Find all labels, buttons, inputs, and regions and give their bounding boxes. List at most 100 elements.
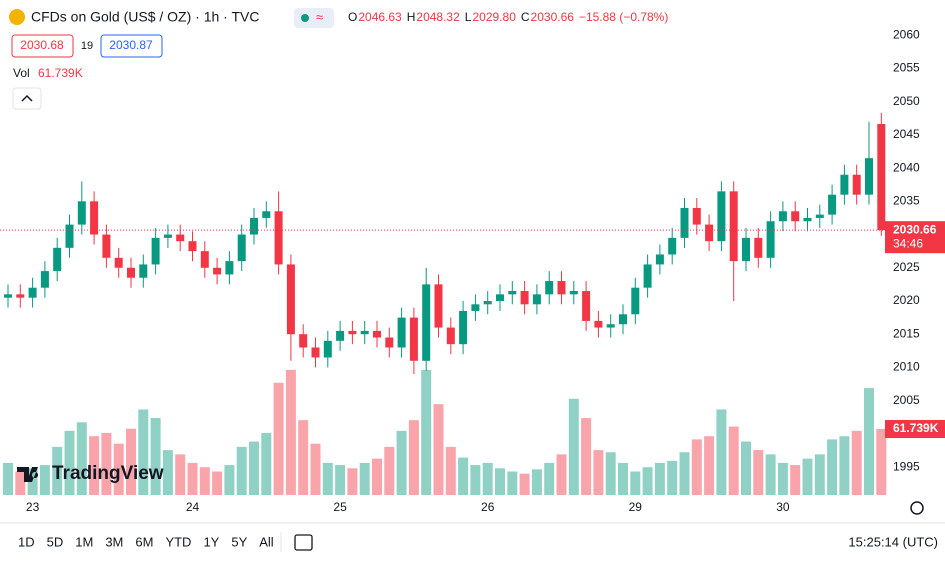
range-button[interactable]: All — [259, 534, 274, 549]
range-button[interactable]: 1Y — [203, 534, 219, 549]
volume-bar — [568, 398, 579, 495]
candle-body — [754, 237, 763, 258]
ask-box[interactable] — [100, 34, 163, 58]
candle-body — [409, 317, 418, 361]
volume-bar — [741, 441, 751, 495]
y-tick-label: 2035 — [893, 193, 920, 207]
volume-bar — [335, 465, 346, 495]
settings-icon[interactable] — [910, 501, 924, 515]
range-button[interactable]: 5Y — [231, 534, 247, 549]
candle-body — [373, 330, 381, 338]
volume-bar — [396, 430, 407, 495]
candle-body — [594, 320, 603, 328]
candle-body — [766, 221, 775, 258]
y-tick-label: 2050 — [893, 94, 920, 108]
candle-body — [200, 251, 209, 268]
volume-bar — [679, 452, 690, 495]
candle-body — [53, 247, 62, 272]
volume-bar — [101, 432, 112, 495]
volume-bar — [458, 457, 469, 495]
volume-bar — [126, 428, 136, 495]
y-tick-label: 2055 — [893, 61, 920, 75]
clock: 15:25:14 (UTC) — [848, 534, 938, 549]
volume-bar — [556, 454, 567, 495]
range-button[interactable]: 1D — [18, 534, 35, 549]
candle-body — [225, 261, 234, 275]
candle-body — [446, 327, 455, 345]
calendar-icon[interactable] — [294, 534, 313, 551]
volume-bar — [519, 473, 530, 495]
y-tick-label: 2045 — [893, 127, 920, 141]
candle-body — [422, 284, 431, 361]
candle-body — [323, 340, 332, 358]
plot: 1995200020052010201520202025203020352040… — [0, 27, 945, 514]
candle-body — [840, 174, 849, 195]
range-button[interactable]: 3M — [105, 534, 123, 549]
candle-body — [778, 211, 787, 222]
candle-body — [434, 284, 443, 328]
candle-body — [102, 234, 111, 258]
y-tick-label: 2015 — [893, 326, 920, 340]
range-button[interactable]: YTD — [165, 534, 191, 549]
volume-bar — [187, 462, 198, 495]
candle-body — [496, 294, 504, 301]
spread: 19 — [81, 40, 93, 52]
volume-bar — [814, 454, 825, 495]
y-tick-label: 2060 — [893, 27, 920, 41]
volume-bar — [777, 462, 788, 495]
volume-bar — [261, 432, 272, 495]
candle-body — [655, 254, 664, 265]
candle-body — [668, 237, 677, 255]
collapse-button[interactable] — [12, 87, 42, 110]
volume-bar — [851, 430, 862, 495]
change: −15.88 (−0.78%) — [579, 10, 668, 24]
symbol-icon — [9, 9, 25, 25]
candle-body — [520, 291, 529, 305]
volume-bar — [827, 439, 838, 495]
ohlc-value: 2046.63 — [358, 10, 402, 24]
volume-bar — [445, 446, 456, 495]
volume-bar — [199, 467, 210, 495]
candle-body — [692, 207, 701, 225]
volume-bar — [39, 465, 50, 495]
volume-bar — [249, 441, 259, 495]
candle-body — [532, 294, 541, 305]
bid-box[interactable] — [11, 34, 74, 58]
candle-body — [705, 224, 714, 242]
last-price-label: 2030.66 — [893, 222, 937, 236]
candle-body — [213, 267, 222, 275]
candle-body — [127, 267, 135, 278]
volume-bar — [765, 454, 776, 495]
last-volume-box — [885, 419, 945, 438]
candle-body — [729, 191, 738, 262]
range-button[interactable]: 5D — [47, 534, 64, 549]
y-tick-label: 2010 — [893, 360, 920, 374]
y-tick-label: 2025 — [893, 260, 920, 274]
volume-bar — [162, 450, 173, 495]
range-button[interactable]: 6M — [135, 534, 153, 549]
volume-bar — [531, 469, 542, 495]
bid: 2030.68 — [20, 38, 64, 52]
ohlc-key: O — [348, 10, 357, 24]
volume-bar — [310, 443, 321, 495]
candle-body — [286, 264, 295, 335]
volume-bar — [408, 420, 419, 495]
candle-body — [114, 257, 123, 268]
volume-bar — [273, 382, 284, 495]
x-tick-label: 24 — [186, 500, 200, 514]
candle-body — [619, 314, 627, 325]
x-tick-label: 29 — [629, 500, 643, 514]
volume-bar — [581, 418, 592, 495]
volume-bar — [298, 420, 309, 495]
volume-bar — [876, 428, 887, 495]
x-tick-label: 30 — [776, 500, 790, 514]
x-tick-label: 23 — [26, 500, 40, 514]
range-button[interactable]: 1M — [75, 534, 93, 549]
volume-bar — [421, 369, 432, 495]
volume-bar — [285, 369, 296, 495]
y-tick-label: 2040 — [893, 160, 920, 174]
ohlc-key: L — [465, 10, 472, 24]
vol-label: Vol — [13, 66, 30, 80]
